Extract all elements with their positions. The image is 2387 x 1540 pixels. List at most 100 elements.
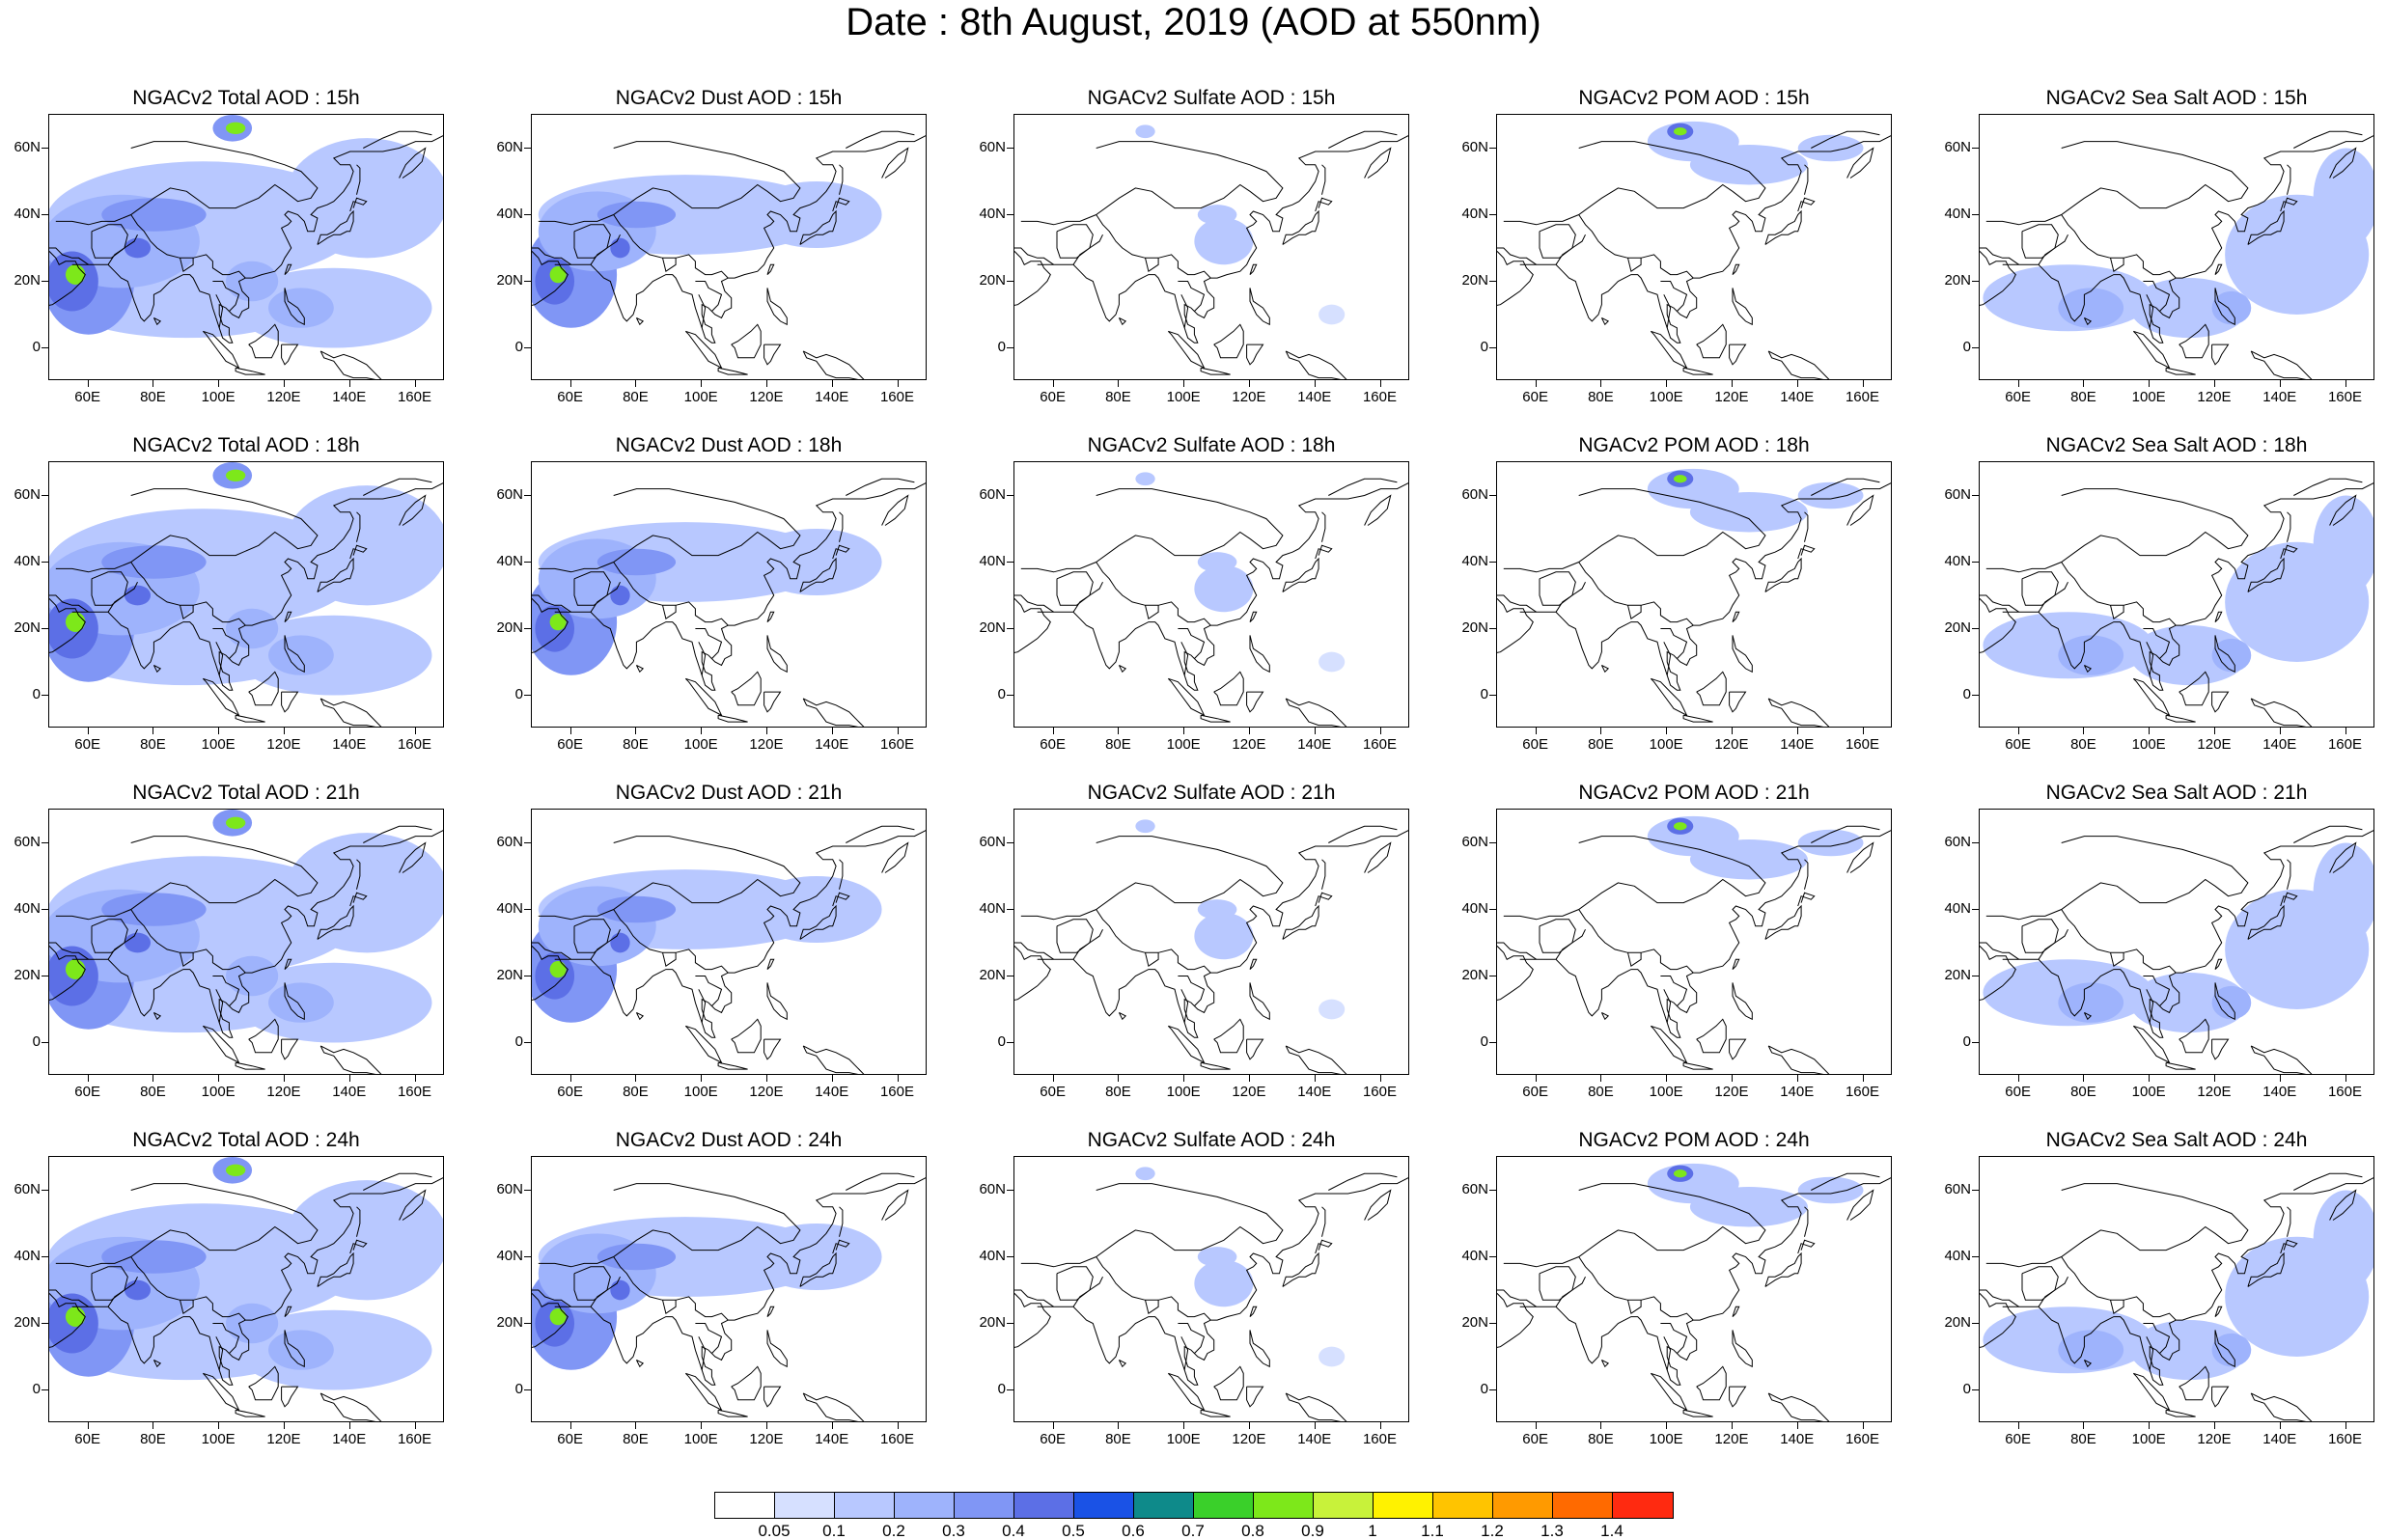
coastline (846, 130, 915, 149)
aod-map (1980, 478, 2373, 727)
colorbar-box (835, 1493, 895, 1518)
coastline (1682, 1409, 1713, 1417)
lon-tick-label: 140E (2262, 736, 2297, 753)
coastline (130, 214, 246, 279)
lat-tick (524, 1389, 531, 1390)
coastline (1315, 892, 1333, 907)
lon-tick (1314, 380, 1316, 387)
lon-tick-label: 140E (2262, 1431, 2297, 1447)
coastline (2110, 258, 2124, 273)
aod-field (1689, 839, 1808, 880)
lat-tick (524, 561, 531, 563)
lon-tick-label: 100E (201, 1431, 236, 1447)
colorbar-label: 0.2 (882, 1522, 905, 1540)
lat-tick (1007, 1041, 1013, 1043)
panel-title: NGACv2 Sea Salt AOD : 18h (2045, 434, 2308, 456)
lon-tick (1248, 1422, 1250, 1429)
coastline (49, 942, 89, 960)
colorbar-label: 1.1 (1421, 1522, 1444, 1540)
coastline (1578, 214, 1694, 279)
lon-tick (2017, 728, 2019, 734)
map-area (1979, 114, 2374, 380)
coastline (1663, 1336, 1672, 1370)
lon-tick (1600, 728, 1602, 734)
lon-tick (635, 728, 637, 734)
map-panel-pom-24h: NGACv2 POM AOD : 24h 60N 40N 20N 0 60E 80E 100E… (1450, 1129, 1932, 1507)
coastline (1497, 247, 1537, 265)
lon-tick (1248, 1075, 1250, 1082)
lon-tick-label: 140E (1780, 1431, 1815, 1447)
coastline (635, 664, 645, 674)
map-area (531, 1156, 927, 1422)
coastline (717, 1409, 748, 1417)
coastline (212, 1323, 240, 1354)
coastline (1767, 1392, 1830, 1421)
lat-tick-label: 60N (1461, 485, 1488, 503)
aod-field (1673, 822, 1687, 831)
coastline (1764, 1251, 1802, 1287)
aod-field (1797, 481, 1864, 509)
lon-tick (897, 380, 899, 387)
coastline (1503, 1183, 1766, 1268)
lon-tick-label: 160E (1362, 736, 1398, 753)
lat-tick-label: 40N (14, 899, 41, 917)
coastline (1600, 316, 1610, 326)
coastline (1213, 671, 1244, 706)
lon-tick-label: 60E (1040, 736, 1066, 753)
coastline (1020, 488, 1284, 573)
aod-field (236, 1309, 432, 1390)
coastline (71, 482, 443, 691)
lon-tick (765, 1075, 767, 1082)
lat-tick (42, 1389, 48, 1390)
lon-tick-label: 120E (1714, 389, 1749, 405)
coastline (532, 942, 571, 960)
coastline (684, 330, 723, 370)
lat-tick (524, 494, 531, 496)
map-panel-pom-21h: NGACv2 POM AOD : 21h 60N 40N 20N 0 60E 80E 100E… (1450, 782, 1932, 1160)
coastline (538, 836, 801, 921)
lon-tick (1118, 728, 1120, 734)
coastline (2061, 214, 2177, 279)
lon-tick (2017, 1075, 2019, 1082)
coastline (1364, 494, 1392, 526)
lon-tick (1379, 380, 1381, 387)
coastline (319, 1392, 382, 1421)
aod-field (2058, 288, 2124, 328)
lon-tick (1535, 1422, 1537, 1429)
lat-tick-label: 20N (979, 619, 1006, 636)
coastline (1846, 1189, 1874, 1221)
lon-tick (831, 380, 833, 387)
lat-tick (1972, 280, 1979, 282)
coastline (180, 1300, 194, 1315)
lon-tick-label: 100E (2131, 389, 2166, 405)
coastline (1056, 224, 1094, 259)
lat-tick (1489, 1041, 1496, 1043)
panel-title: NGACv2 Sea Salt AOD : 15h (2045, 87, 2308, 109)
aod-field (1673, 1169, 1687, 1178)
map-panel-seasalt-21h: NGACv2 Sea Salt AOD : 21h 60N 40N 20N 0 60E 80… (1932, 782, 2387, 1160)
panel-title: NGACv2 POM AOD : 24h (1578, 1129, 1810, 1151)
coastline (153, 664, 162, 674)
map-panel-sulfate-18h: NGACv2 Sulfate AOD : 18h 60N 40N 20N 0 60E 80E… (967, 434, 1450, 812)
colorbar-label: 0.9 (1301, 1522, 1324, 1540)
coastline (1600, 1359, 1610, 1368)
colorbar-box (1613, 1493, 1673, 1518)
aod-field (225, 122, 246, 135)
coastline (349, 197, 368, 212)
colorbar-label: 0.05 (758, 1522, 791, 1540)
lon-tick-label: 100E (683, 736, 718, 753)
lon-tick (701, 728, 703, 734)
lat-tick (1489, 346, 1496, 348)
coastline (2211, 691, 2230, 713)
lat-tick (42, 346, 48, 348)
coastline (281, 1038, 299, 1060)
lon-tick-label: 60E (2005, 1084, 2031, 1100)
coastline (763, 1386, 782, 1408)
coastline (284, 611, 292, 622)
map-panel-seasalt-15h: NGACv2 Sea Salt AOD : 15h 60N 40N 20N 0 60E 80… (1932, 87, 2387, 465)
coastline (349, 892, 368, 907)
lat-tick-label: 20N (14, 271, 41, 289)
panel-title: NGACv2 Sulfate AOD : 15h (1087, 87, 1336, 109)
coastline (235, 714, 265, 723)
coastline (399, 494, 427, 526)
